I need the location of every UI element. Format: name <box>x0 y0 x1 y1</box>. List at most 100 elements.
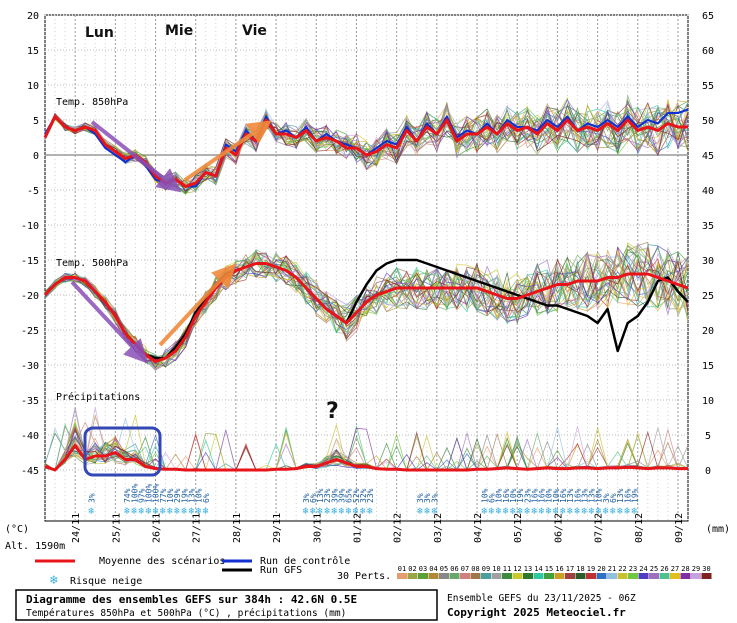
snow-risk-cell: 3% ❄ <box>302 493 311 517</box>
snowflake-icon: ❄ <box>617 506 624 517</box>
snowflake-icon: ❄ <box>581 506 588 517</box>
right-tick-label: 30 <box>702 256 714 267</box>
snowflake-icon: ❄ <box>610 506 617 517</box>
legend-snow-icon: ❄ <box>49 573 58 588</box>
snow-risk-cell: 10% ❄ <box>509 488 518 517</box>
left-tick-label: -35 <box>21 396 39 407</box>
snowflake-icon: ❄ <box>567 506 574 517</box>
pert-swatch <box>691 573 701 579</box>
snowflake-icon: ❄ <box>489 506 496 517</box>
legend-snow-label: Risque neige <box>70 576 142 587</box>
highlight-box-precip <box>83 426 162 477</box>
pert-number: 30 <box>702 565 710 573</box>
snowflake-icon: ❄ <box>153 506 160 517</box>
snowflake-icon: ❄ <box>631 506 638 517</box>
snow-risk-cell: 16% ❄ <box>530 488 539 517</box>
snowflake-icon: ❄ <box>303 506 310 517</box>
snow-risk-percent: 10% <box>552 488 561 503</box>
snow-risk-row: 3%❄74%❄100%❄97%❄100%❄100%❄77%❄10%❄29%❄19… <box>87 484 639 517</box>
right-tick-label: 5 <box>705 431 711 442</box>
snowflake-icon: ❄ <box>360 506 367 517</box>
purple-arrow-500 <box>70 280 149 364</box>
snowflake-icon: ❄ <box>531 506 538 517</box>
pert-number: 25 <box>650 565 658 573</box>
pert-swatch <box>565 573 575 579</box>
snowflake-icon: ❄ <box>560 506 567 517</box>
snowflake-icon: ❄ <box>417 506 424 517</box>
snow-risk-cell: 39% ❄ <box>337 488 346 517</box>
date-tick-label: 29/11 <box>272 513 283 543</box>
left-tick-label: -45 <box>21 466 39 477</box>
snow-risk-percent: 65% <box>345 488 354 503</box>
snowflake-icon: ❄ <box>317 506 324 517</box>
date-tick-label: 01/12 <box>352 513 363 543</box>
left-tick-label: -25 <box>21 326 39 337</box>
snowflake-icon: ❄ <box>481 506 488 517</box>
pert-number: 26 <box>660 565 668 573</box>
pert-swatch <box>586 573 596 579</box>
annotation-question-mark: ? <box>326 399 339 424</box>
mean-500-line <box>43 262 689 363</box>
snow-risk-cell: 3% ❄ <box>423 493 432 517</box>
snow-risk-cell: 23% ❄ <box>366 488 375 517</box>
pert-number: 24 <box>639 565 647 573</box>
snow-risk-cell: 16% ❄ <box>538 488 547 517</box>
snow-risk-percent: 16% <box>559 488 568 503</box>
right-tick-label: 45 <box>702 151 714 162</box>
pert-number: 23 <box>629 565 637 573</box>
snow-risk-percent: 6% <box>609 493 618 503</box>
snow-risk-cell: 13% ❄ <box>580 488 589 517</box>
left-tick-label: -10 <box>21 221 39 232</box>
snow-risk-cell: 10% ❄ <box>595 488 604 517</box>
snow-risk-cell: 29% ❄ <box>173 488 182 517</box>
snow-risk-cell: 77% ❄ <box>159 488 168 517</box>
snow-risk-percent: 13% <box>566 488 575 503</box>
ensemble-member-line <box>44 103 689 188</box>
snow-risk-cell: 65% ❄ <box>345 488 354 517</box>
ensemble-member-line <box>44 103 689 188</box>
snowflake-icon: ❄ <box>324 506 331 517</box>
snow-risk-cell: 52% ❄ <box>352 488 361 517</box>
date-tick-label: 07/12 <box>594 513 605 543</box>
snowflake-icon: ❄ <box>603 506 610 517</box>
snow-risk-percent: 23% <box>323 488 332 503</box>
pert-number: 01 <box>398 565 406 573</box>
snowflake-icon: ❄ <box>553 506 560 517</box>
right-tick-label: 0 <box>705 466 711 477</box>
pert-number: 29 <box>692 565 700 573</box>
panel-label-850: Temp. 850hPa <box>56 97 128 108</box>
date-tick-label: 05/12 <box>513 513 524 543</box>
snow-risk-cell: 16% ❄ <box>573 488 582 517</box>
pert-number: 02 <box>408 565 416 573</box>
snow-risk-percent: 16% <box>623 488 632 503</box>
pert-swatch <box>596 573 607 579</box>
pert-number: 19 <box>587 565 595 573</box>
pert-number: 07 <box>461 565 469 573</box>
snow-risk-percent: 19% <box>516 488 525 503</box>
snowflake-icon: ❄ <box>310 506 317 517</box>
snowflake-icon: ❄ <box>167 506 174 517</box>
snow-risk-percent: 6% <box>488 493 497 503</box>
chart-subtitle: Températures 850hPa et 500hPa (°C) , pré… <box>26 608 346 619</box>
snow-risk-cell: 74% ❄ <box>123 488 132 517</box>
snowflake-icon: ❄ <box>131 506 138 517</box>
snow-risk-cell: 19% ❄ <box>516 488 525 517</box>
snow-risk-percent: 10% <box>509 488 518 503</box>
pert-swatch <box>428 573 439 579</box>
purple-arrow-850 <box>90 120 182 193</box>
mean-precip-line <box>44 444 688 472</box>
left-tick-label: 20 <box>27 11 39 22</box>
left-tick-label: -20 <box>21 291 39 302</box>
left-tick-label: 15 <box>27 46 39 57</box>
pert-number: 20 <box>597 565 605 573</box>
snow-risk-percent: 10% <box>480 488 489 503</box>
gfs-500-line <box>44 258 689 360</box>
date-tick-label: 28/11 <box>232 513 243 543</box>
snow-risk-percent: 10% <box>195 488 204 503</box>
snow-risk-cell: 16% ❄ <box>502 488 511 517</box>
snow-risk-percent: 39% <box>337 488 346 503</box>
snow-risk-cell: 3% ❄ <box>602 493 611 517</box>
pert-number: 10 <box>492 565 500 573</box>
snow-risk-percent: 13% <box>580 488 589 503</box>
pert-number: 05 <box>440 565 448 573</box>
